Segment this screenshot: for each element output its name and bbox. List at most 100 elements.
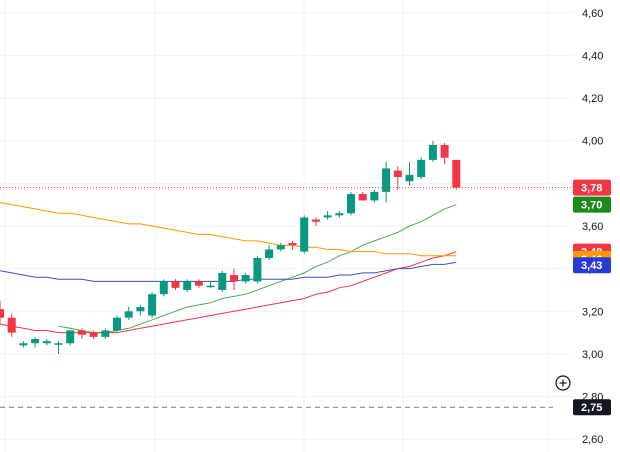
- candle: [171, 279, 180, 290]
- badge-background: [573, 179, 611, 196]
- candle-body: [0, 309, 4, 318]
- candle: [101, 328, 110, 339]
- candle-body: [417, 159, 426, 177]
- candle-body: [323, 215, 332, 218]
- add-alert-button[interactable]: [555, 375, 571, 391]
- candle: [370, 189, 379, 203]
- y-tick-label: 2,60: [582, 434, 603, 446]
- candle-body: [393, 170, 402, 177]
- candle: [194, 279, 203, 288]
- candle-body: [206, 285, 215, 288]
- badge-background: [573, 399, 611, 416]
- moving-average-line: [0, 201, 457, 257]
- candle-body: [335, 213, 344, 216]
- candle: [311, 217, 320, 226]
- candle-body: [42, 341, 51, 344]
- candle-body: [89, 332, 98, 337]
- candle-body: [159, 281, 168, 295]
- candle-body: [113, 317, 121, 331]
- candle-body: [428, 144, 437, 160]
- candle-body: [136, 307, 145, 312]
- candle-body: [288, 243, 297, 246]
- candle: [159, 279, 168, 297]
- candle-body: [194, 281, 203, 286]
- candle: [113, 315, 121, 333]
- candle: [382, 162, 391, 203]
- candle: [148, 292, 157, 318]
- candle: [335, 211, 344, 218]
- y-tick-label: 3,20: [582, 306, 603, 318]
- candle: [276, 243, 285, 252]
- candle-body: [31, 339, 40, 344]
- candle: [54, 341, 63, 354]
- candle-body: [101, 330, 110, 337]
- candle-body: [382, 168, 391, 192]
- candle: [440, 142, 449, 165]
- candle-body: [347, 194, 355, 214]
- candle-body: [7, 317, 16, 333]
- y-tick-label: 3,00: [582, 349, 603, 361]
- badge-background: [573, 196, 611, 213]
- badge-label: 2,75: [581, 402, 602, 414]
- candle-body: [300, 217, 309, 252]
- candle: [124, 307, 133, 320]
- badge-background: [573, 257, 611, 274]
- candle-body: [171, 281, 180, 288]
- candle-body: [452, 159, 461, 188]
- candle: [417, 157, 426, 180]
- candle-body: [241, 275, 250, 282]
- candle: [31, 336, 40, 348]
- candle: [253, 255, 262, 284]
- candle: [42, 339, 51, 346]
- candle-body: [218, 272, 227, 290]
- price-lines: [0, 187, 573, 408]
- candle-body: [19, 343, 28, 346]
- y-tick-label: 4,20: [582, 93, 603, 105]
- candle-body: [440, 144, 449, 158]
- candle: [428, 140, 437, 163]
- badge-label: 3,70: [581, 200, 602, 212]
- candle: [183, 279, 192, 293]
- candle-body: [358, 194, 367, 201]
- candle: [393, 166, 402, 190]
- y-tick-label: 4,00: [582, 136, 603, 148]
- moving-average-line: [58, 204, 457, 334]
- candle: [136, 304, 145, 316]
- candle: [19, 341, 28, 348]
- candle: [265, 245, 274, 261]
- price-badge: 3,43: [573, 257, 611, 274]
- candle-body: [253, 257, 262, 282]
- candle: [405, 162, 414, 186]
- candle: [206, 281, 215, 288]
- candle: [347, 191, 355, 216]
- candle: [288, 240, 297, 250]
- candle-body: [66, 330, 75, 344]
- candle-body: [311, 219, 320, 222]
- candle: [452, 159, 461, 190]
- candle: [7, 313, 16, 337]
- price-axis[interactable]: 2,602,803,003,203,403,603,804,004,204,40…: [582, 8, 603, 446]
- candle-body: [77, 330, 86, 335]
- candle-body: [405, 174, 414, 182]
- y-tick-label: 4,40: [582, 50, 603, 62]
- moving-average-line: [0, 251, 457, 334]
- candle: [218, 270, 227, 293]
- y-tick-label: 4,60: [582, 8, 603, 20]
- price-badge: 3,70: [573, 196, 611, 213]
- candle: [89, 330, 98, 339]
- candle-body: [183, 281, 192, 290]
- candle: [241, 272, 250, 284]
- moving-average-lines: [0, 201, 457, 334]
- last-price-badge: 3,78: [573, 179, 611, 196]
- candle: [77, 328, 86, 339]
- candle: [230, 268, 238, 290]
- y-tick-label: 3,60: [582, 221, 603, 233]
- candle-body: [54, 343, 63, 345]
- candles: [0, 140, 461, 354]
- candle-body: [265, 249, 274, 258]
- candle-body: [230, 275, 238, 282]
- candle-body: [148, 294, 157, 316]
- badge-label: 3,43: [581, 260, 602, 272]
- candle-body: [276, 245, 285, 250]
